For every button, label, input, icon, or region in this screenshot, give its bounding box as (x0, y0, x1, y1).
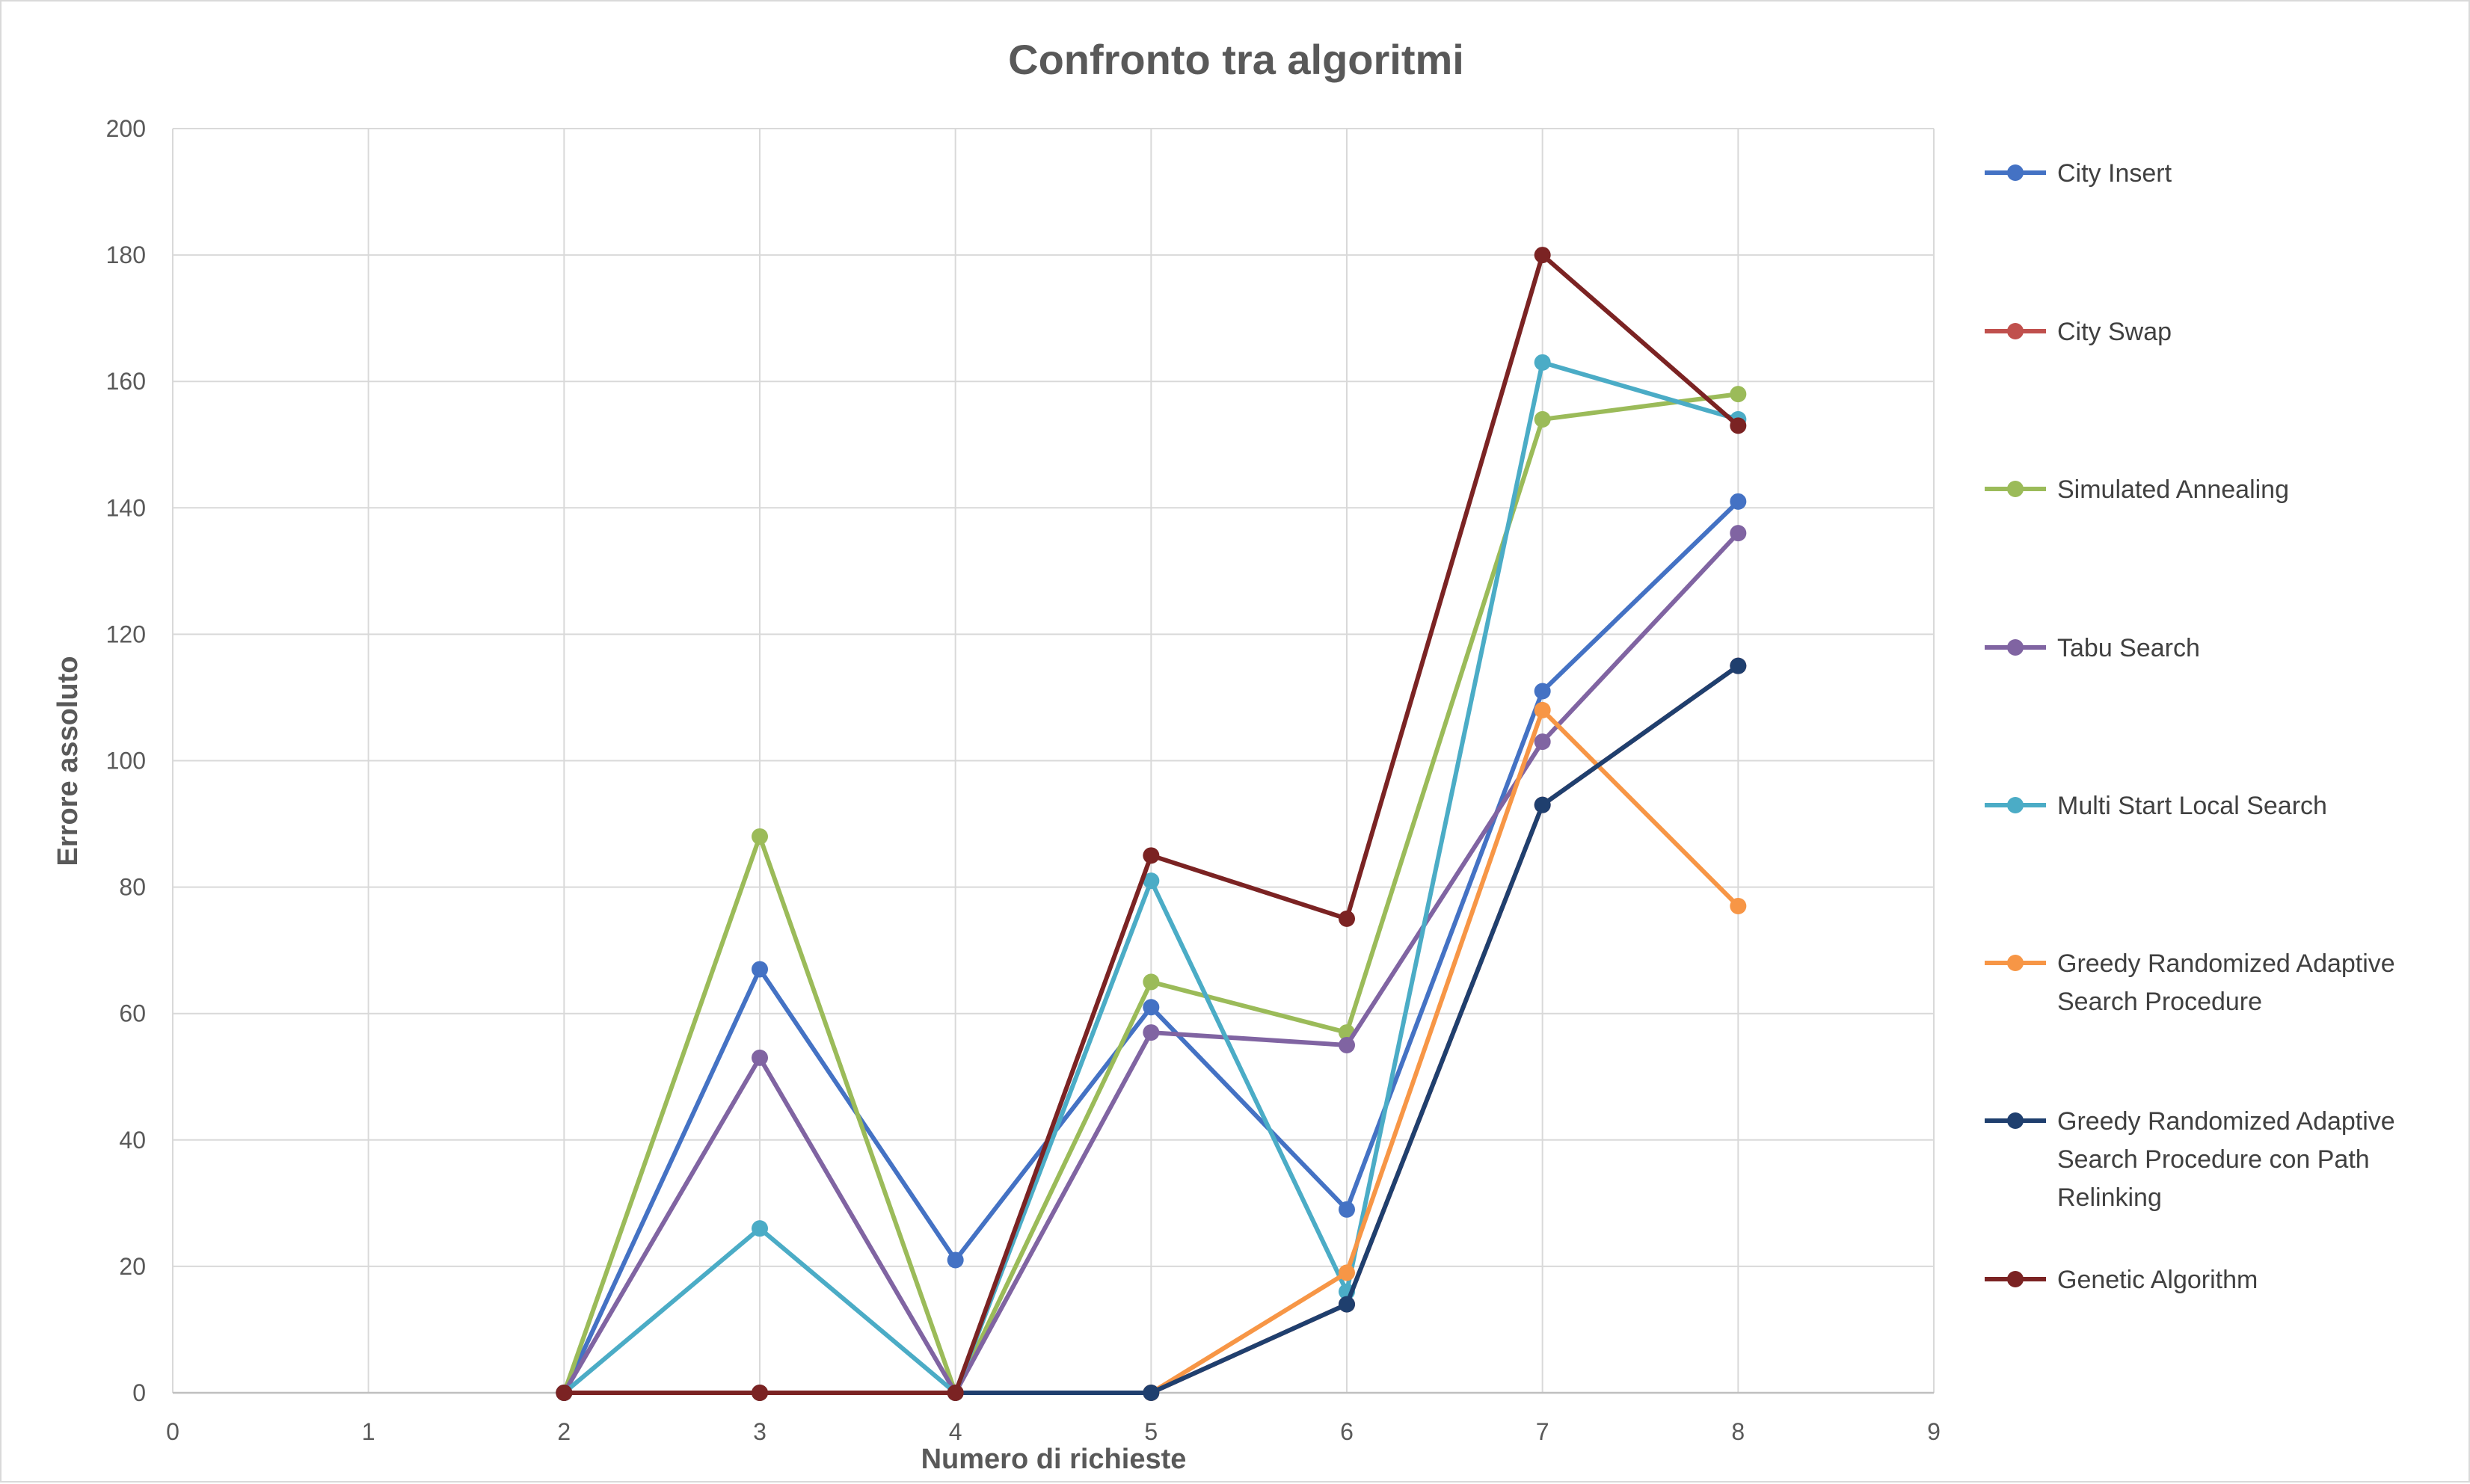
legend-label: City Insert (2057, 159, 2172, 188)
x-tick-label: 0 (166, 1418, 179, 1445)
legend-label: Genetic Algorithm (2057, 1266, 2258, 1294)
legend-entry: Greedy Randomized Adaptive Search Procedu… (1985, 1107, 2395, 1212)
legend-entry: City Swap (1985, 318, 2172, 346)
y-tick-label: 80 (119, 874, 146, 901)
legend-label: Multi Start Local Search (2057, 792, 2327, 820)
data-point (1730, 493, 1747, 510)
data-point (947, 1385, 964, 1401)
legend-swatch-marker (2007, 955, 2024, 971)
data-point (947, 1251, 964, 1269)
data-point (1534, 354, 1551, 371)
x-tick-label: 3 (753, 1418, 767, 1445)
data-point (1339, 910, 1355, 927)
series-8 (556, 247, 1747, 1401)
legend-label: Relinking (2057, 1183, 2162, 1212)
data-point (1730, 657, 1747, 674)
y-tick-label: 20 (119, 1253, 146, 1280)
legend-swatch-marker (2007, 1271, 2024, 1287)
data-point (752, 828, 768, 845)
x-axis-title: Numero di richieste (921, 1444, 1187, 1475)
data-point (752, 1385, 768, 1401)
gridlines (172, 128, 1935, 1394)
data-point (1339, 1036, 1355, 1053)
x-tick-label: 6 (1340, 1418, 1354, 1445)
legend-label: Simulated Annealing (2057, 475, 2289, 504)
y-tick-label: 140 (106, 494, 146, 521)
series-layer (556, 247, 1747, 1401)
y-tick-label: 0 (132, 1379, 146, 1406)
x-tick-label: 8 (1731, 1418, 1745, 1445)
x-tick-label: 5 (1144, 1418, 1158, 1445)
legend: City Insert City Swap Simulated Annealing T… (1985, 159, 2395, 1294)
y-tick-label: 120 (106, 621, 146, 647)
data-point (1534, 733, 1551, 751)
data-point (1143, 1385, 1160, 1401)
y-tick-label: 180 (106, 241, 146, 268)
x-tick-label: 2 (557, 1418, 571, 1445)
legend-entry: Greedy Randomized Adaptive Search Procedu… (1985, 949, 2395, 1016)
data-point (1730, 386, 1747, 403)
data-point (1143, 872, 1160, 890)
legend-label: Greedy Randomized Adaptive (2057, 949, 2395, 978)
legend-entry: City Insert (1985, 159, 2172, 188)
legend-swatch-marker (2007, 797, 2024, 813)
x-tick-label: 9 (1927, 1418, 1941, 1445)
legend-swatch-marker (2007, 1112, 2024, 1129)
legend-swatch-marker (2007, 481, 2024, 497)
legend-entry: Multi Start Local Search (1985, 792, 2327, 820)
data-point (1730, 417, 1747, 434)
legend-swatch-marker (2007, 323, 2024, 339)
legend-label: City Swap (2057, 318, 2172, 346)
data-point (1339, 1296, 1355, 1313)
y-axis-title: Errore assoluto (52, 656, 84, 866)
data-point (752, 1220, 768, 1237)
data-point (1143, 1024, 1160, 1041)
data-point (1339, 1264, 1355, 1281)
chart-title: Confronto tra algoritmi (1008, 36, 1464, 83)
data-point (1534, 410, 1551, 428)
data-point (1730, 897, 1747, 914)
data-point (1143, 847, 1160, 864)
data-point (752, 1049, 768, 1066)
data-point (1534, 796, 1551, 813)
axes: 0 20 40 60 80 100 120 140 160 180 200 0 1 2 3 4 5 6 7 8 9 (106, 115, 1941, 1445)
data-point (1534, 683, 1551, 700)
data-point (1143, 973, 1160, 991)
legend-swatch-marker (2007, 639, 2024, 656)
legend-entry: Tabu Search (1985, 634, 2200, 662)
data-point (1534, 247, 1551, 264)
x-tick-label: 4 (949, 1418, 962, 1445)
legend-swatch-marker (2007, 164, 2024, 181)
data-point (752, 961, 768, 978)
legend-label: Tabu Search (2057, 634, 2200, 662)
data-point (1143, 999, 1160, 1016)
legend-label: Greedy Randomized Adaptive (2057, 1107, 2395, 1136)
y-tick-label: 40 (119, 1127, 146, 1154)
x-tick-label: 7 (1536, 1418, 1549, 1445)
y-tick-label: 100 (106, 748, 146, 775)
x-tick-label: 1 (362, 1418, 375, 1445)
data-point (556, 1385, 573, 1401)
data-point (1730, 525, 1747, 542)
y-tick-label: 200 (106, 115, 146, 142)
legend-entry: Genetic Algorithm (1985, 1266, 2258, 1294)
legend-entry: Simulated Annealing (1985, 475, 2289, 504)
legend-label: Search Procedure (2057, 988, 2262, 1016)
y-tick-label: 160 (106, 368, 146, 395)
legend-label: Search Procedure con Path (2057, 1145, 2370, 1174)
y-tick-label: 60 (119, 1000, 146, 1027)
data-point (1339, 1201, 1355, 1218)
data-point (1534, 701, 1551, 718)
